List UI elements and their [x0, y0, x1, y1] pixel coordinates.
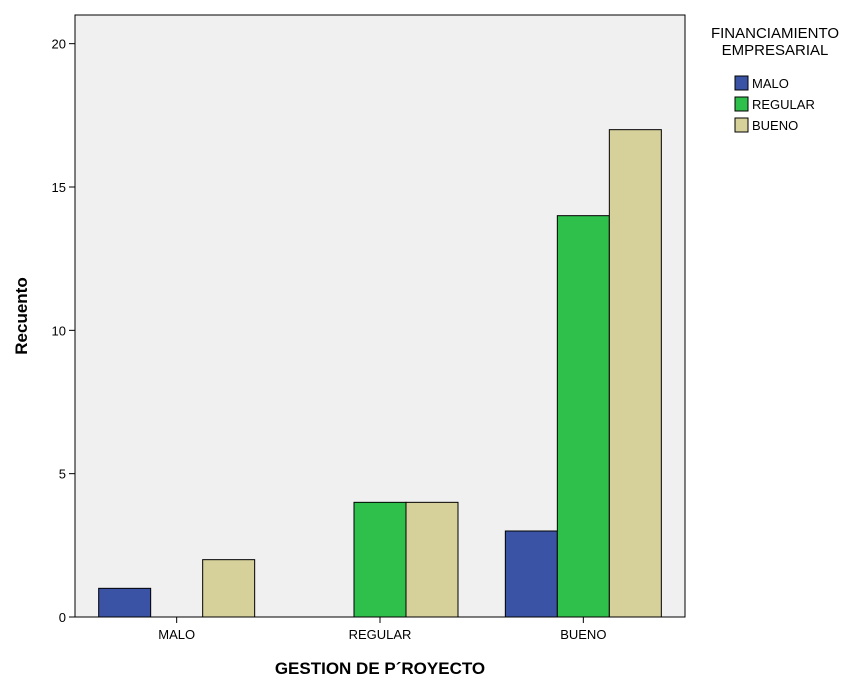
y-tick-label: 0 — [59, 610, 66, 625]
y-tick-label: 20 — [52, 37, 66, 52]
legend-swatch-regular — [734, 96, 749, 112]
x-axis: MALO REGULAR BUENO — [158, 617, 606, 642]
legend-swatch-malo — [734, 75, 749, 91]
legend-title-line-1: FINANCIAMIENTO — [711, 25, 839, 42]
legend: FINANCIAMIENTO EMPRESARIAL MALO REGULAR BU… — [711, 25, 839, 133]
y-axis: 0 5 10 15 20 — [52, 37, 75, 625]
x-tick-label: BUENO — [560, 627, 606, 642]
legend-label-bueno: BUENO — [752, 118, 798, 133]
bar-malo-bueno — [202, 559, 256, 618]
y-tick-label: 10 — [52, 323, 66, 338]
legend-label-regular: REGULAR — [752, 97, 815, 112]
x-tick-label: REGULAR — [349, 627, 412, 642]
bar-malo-malo — [98, 587, 152, 618]
bars-group — [98, 129, 662, 618]
legend-items: MALO REGULAR BUENO — [734, 75, 815, 133]
bar-bueno-malo — [504, 530, 558, 618]
bar-regular-regular — [353, 501, 407, 618]
x-axis-title: GESTION DE P´ROYECTO — [275, 659, 485, 678]
legend-swatch-bueno — [734, 117, 749, 133]
bar-bueno-bueno — [608, 129, 662, 618]
y-axis-title: Recuento — [12, 277, 31, 354]
legend-title-line-2: EMPRESARIAL — [722, 42, 829, 59]
y-tick-label: 15 — [52, 180, 66, 195]
bar-bueno-regular — [556, 215, 610, 618]
legend-label-malo: MALO — [752, 76, 789, 91]
x-tick-label: MALO — [158, 627, 195, 642]
y-tick-label: 5 — [59, 467, 66, 482]
bar-regular-bueno — [405, 501, 459, 618]
